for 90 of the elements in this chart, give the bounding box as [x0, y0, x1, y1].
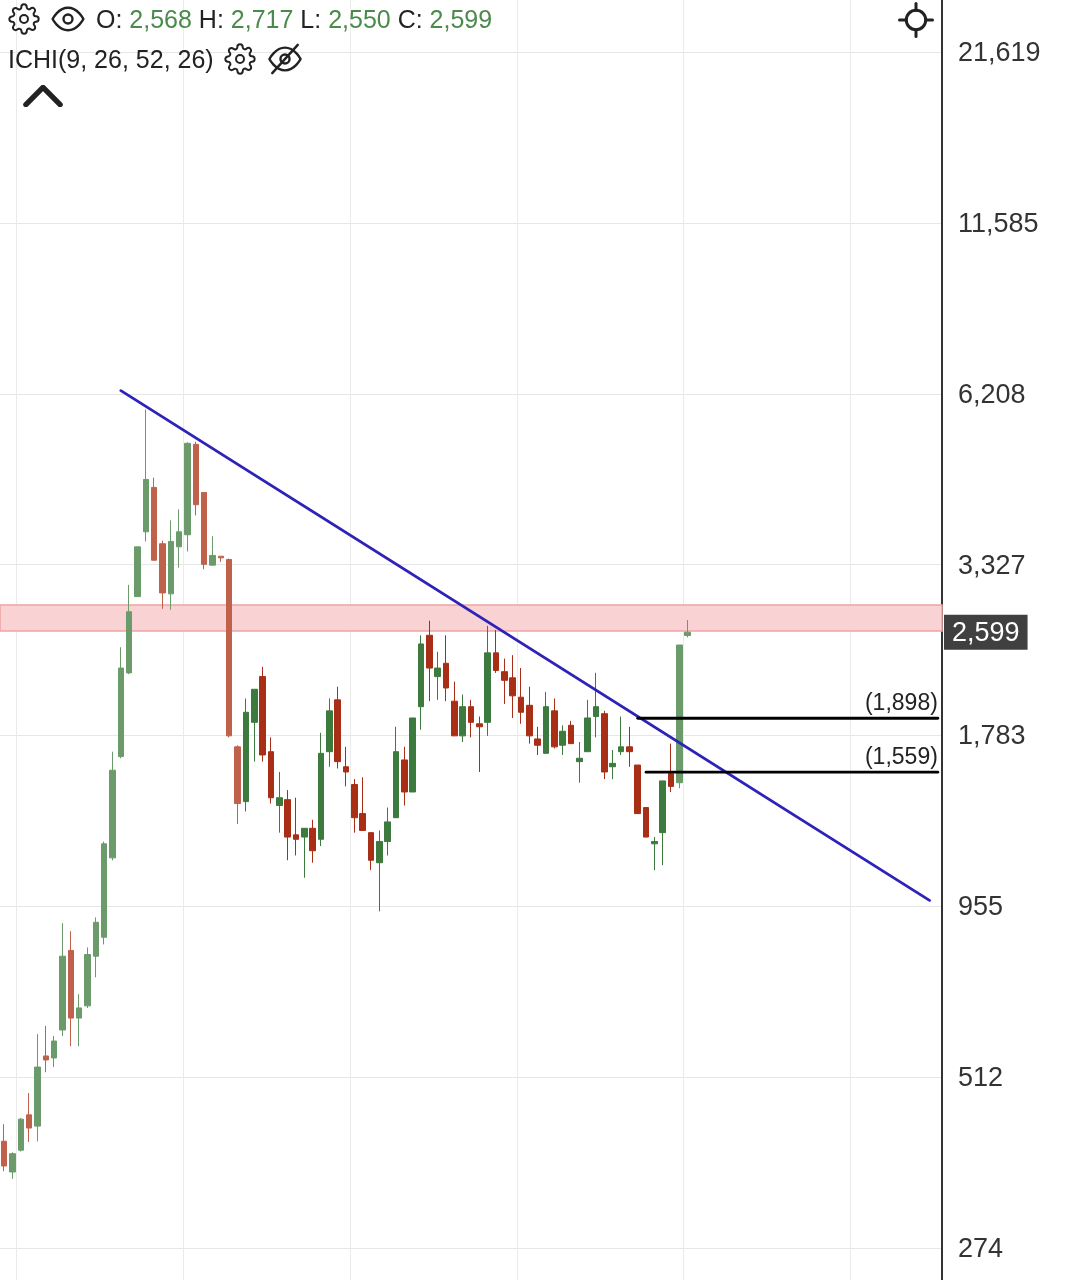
candlestick: [18, 1117, 24, 1153]
candlestick: [193, 441, 199, 516]
candlestick: [209, 535, 216, 566]
candlestick: [126, 584, 132, 675]
candlestick: [393, 726, 399, 819]
candlestick: [676, 644, 683, 789]
data-label: (1,898): [864, 688, 938, 715]
candlestick: [568, 720, 574, 745]
candlestick: [334, 686, 341, 769]
candlestick: [659, 780, 666, 866]
candlestick: [409, 717, 416, 793]
candlestick: [226, 558, 232, 738]
y-tick-label: 955: [958, 891, 1004, 922]
candlestick: [243, 698, 249, 813]
y-tick-label: 3,327: [958, 549, 1026, 580]
candlestick: [434, 651, 441, 701]
candlestick: [309, 819, 316, 864]
candlestick: [534, 726, 541, 756]
candlestick: [101, 841, 107, 945]
candlestick: [43, 1025, 49, 1073]
candlestick: [318, 732, 324, 847]
candlestick: [293, 797, 299, 856]
candlestick: [559, 724, 566, 756]
candlestick: [451, 681, 458, 737]
candlestick: [59, 922, 66, 1037]
candlestick: [459, 694, 466, 743]
candlestick: [401, 746, 408, 807]
y-tick-label: 6,208: [958, 378, 1026, 409]
candlestick: [368, 832, 374, 871]
candlestick: [251, 688, 258, 763]
candlestick: [76, 993, 82, 1047]
candlestick: [651, 836, 658, 871]
y-tick-label: 11,585: [958, 207, 1039, 238]
y-tick-label: 512: [958, 1062, 1004, 1093]
candlestick: [176, 508, 182, 569]
candlestick: [493, 629, 499, 674]
candlestick: [426, 620, 433, 702]
candlestick: [268, 736, 274, 805]
y-tick-label: 274: [958, 1233, 1004, 1264]
candlestick: [526, 686, 533, 745]
candlestick: [201, 491, 207, 570]
candlestick: [151, 477, 157, 561]
text: 2,599: [952, 617, 1020, 648]
candlestick: [343, 746, 349, 787]
candlestick: [468, 699, 474, 738]
candlestick: [551, 698, 558, 749]
candlestick: [218, 555, 224, 563]
candlestick: [184, 441, 191, 552]
candlestick: [68, 930, 74, 1047]
candlestick: [634, 764, 641, 815]
candlestick: [593, 672, 599, 738]
candlestick: [476, 716, 483, 773]
candlestick: [159, 540, 166, 610]
y-tick-label: 1,783: [958, 720, 1026, 751]
candlestick: [518, 667, 524, 725]
y-tick-label: 21,619: [958, 37, 1041, 68]
candlestick: [643, 807, 649, 838]
candlestick: [684, 619, 691, 638]
candlestick: [284, 789, 291, 861]
annotation: ICHI(9, 26, 52, 26): [8, 44, 214, 74]
candlestick: [418, 634, 424, 731]
candlestick: [9, 1151, 16, 1180]
candlestick: [584, 699, 591, 753]
candlestick: [84, 946, 91, 1009]
candlestick: [168, 519, 174, 611]
candlestick: [626, 726, 633, 768]
annotation: O: 2,568 H: 2,717 L: 2,550 C: 2,599: [96, 5, 493, 33]
candlestick: [276, 771, 283, 834]
candlestick: [259, 666, 266, 763]
candlestick: [301, 827, 308, 879]
candlestick: [484, 625, 491, 737]
data-label: (1,559): [864, 742, 938, 769]
candlestick: [668, 743, 674, 793]
candlestick: [601, 710, 608, 780]
candlestick: [51, 1035, 57, 1068]
candlestick: [543, 691, 549, 754]
candlestick: [443, 634, 449, 702]
candlestick: [609, 749, 616, 780]
candlestick: [134, 546, 141, 598]
candlestick: [1, 1123, 7, 1172]
candlestick: [118, 646, 124, 759]
candlestick: [26, 1092, 32, 1143]
candlestick: [109, 751, 116, 861]
candlestick: [326, 698, 333, 768]
candlestick: [234, 744, 241, 825]
candlestick: [618, 716, 624, 756]
candlestick: [576, 741, 583, 784]
candlestick: [143, 409, 149, 542]
candlestick: [34, 1033, 41, 1142]
candlestick: [93, 916, 99, 978]
